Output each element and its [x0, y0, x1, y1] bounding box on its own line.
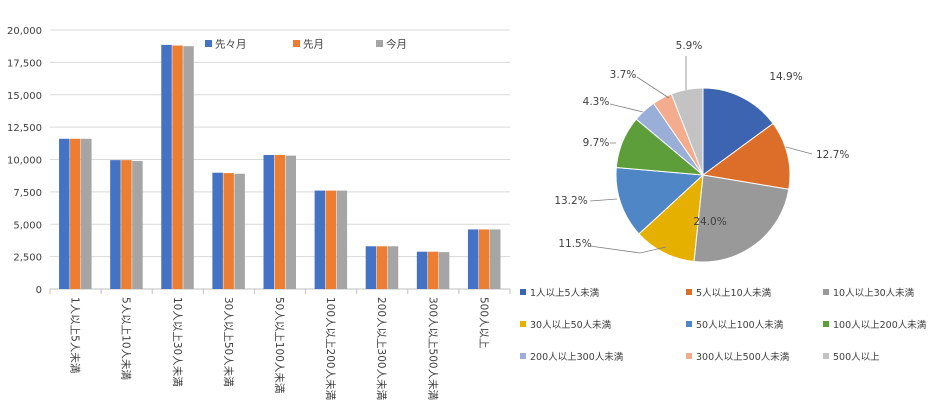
bar: [274, 154, 285, 289]
legend-label: 50人以上100人未満: [696, 319, 784, 331]
bar: [172, 45, 183, 289]
bar: [336, 190, 348, 289]
y-tick-label: 0: [36, 285, 42, 296]
bar: [121, 160, 132, 289]
legend-swatch: [823, 353, 829, 359]
y-tick-label: 15,000: [7, 91, 42, 102]
bar: [81, 138, 92, 289]
pie-slice: [638, 173, 704, 263]
legend-label: 200人以上300人未満: [530, 351, 624, 363]
y-tick-label: 2,500: [13, 253, 42, 264]
bar: [416, 251, 428, 289]
pie-data-label: 3.7%: [610, 69, 637, 81]
bar: [489, 229, 501, 289]
legend-label: 1人以上5人未満: [530, 287, 600, 299]
legend-swatch: [205, 40, 212, 47]
leader-line: [785, 146, 813, 155]
legend-label: 30人以上50人未満: [530, 319, 612, 331]
bar: [387, 246, 399, 289]
bar: [70, 138, 81, 289]
pie-slice: [670, 87, 704, 176]
pie-data-label: 4.3%: [583, 96, 610, 108]
bar: [325, 190, 337, 289]
pie-data-label: 9.7%: [583, 137, 610, 149]
legend-label: 先月: [303, 39, 324, 51]
x-category-label: 1人以上5人未満: [69, 297, 81, 374]
x-category-label: 200人以上300人未満: [375, 297, 387, 401]
legend-swatch: [823, 289, 829, 295]
legend-swatch: [520, 289, 526, 295]
pie-data-label: 14.9%: [769, 71, 802, 83]
bar: [365, 246, 377, 289]
pie-slice: [701, 122, 791, 190]
bar: [110, 160, 121, 289]
x-category-label: 30人以上50人未満: [222, 297, 234, 387]
x-category-label: 500人以上: [477, 297, 489, 349]
pie-data-label: 5.9%: [676, 40, 703, 52]
bar: [263, 154, 274, 289]
bar-chart: 0 2,500 5,000 7,500 10,000 12,500 15,000 17,500…: [7, 26, 511, 401]
bar: [376, 246, 388, 289]
pie-slice: [693, 174, 790, 263]
bar: [223, 173, 234, 289]
bar: [132, 161, 143, 289]
pie-slice: [702, 87, 774, 176]
leader-line: [589, 245, 667, 254]
bar: [161, 44, 172, 289]
bar: [212, 172, 223, 289]
leader-line: [589, 198, 618, 202]
legend-swatch: [686, 321, 692, 327]
legend-swatch: [293, 40, 300, 47]
y-tick-label: 7,500: [13, 188, 42, 199]
legend-swatch: [823, 321, 829, 327]
pie-data-label: 13.2%: [554, 195, 587, 207]
legend-swatch: [520, 321, 526, 327]
bar: [478, 229, 490, 289]
x-category-label: 50人以上100人未満: [273, 297, 285, 394]
y-tick-label: 20,000: [7, 26, 42, 37]
bar: [314, 190, 326, 289]
bar: [467, 229, 479, 289]
bar: [234, 173, 245, 289]
y-tick-label: 10,000: [7, 156, 42, 167]
bar: [285, 155, 296, 289]
bar: [183, 46, 194, 289]
bar: [438, 252, 450, 289]
legend-label: 今月: [386, 38, 407, 51]
x-category-label: 10人以上30人未満: [171, 297, 183, 387]
pie-data-label: 24.0%: [693, 216, 726, 228]
leader-line: [609, 103, 644, 113]
pie-slice: [615, 166, 705, 235]
leader-line: [636, 76, 670, 99]
pie-data-label: 11.5%: [558, 238, 591, 250]
legend-label: 先々月: [215, 39, 247, 51]
legend-swatch: [520, 353, 526, 359]
legend-label: 100人以上200人未満: [833, 319, 927, 331]
y-tick-label: 17,500: [7, 58, 42, 69]
legend-label: 300人以上500人未満: [696, 351, 790, 363]
pie-data-label: 12.7%: [816, 149, 849, 161]
x-category-label: 5人以上10人未満: [120, 297, 132, 381]
legend-swatch: [686, 289, 692, 295]
y-tick-label: 5,000: [13, 220, 42, 231]
y-tick-label: 12,500: [7, 123, 42, 134]
bar: [59, 138, 70, 289]
legend-label: 5人以上10人未満: [696, 287, 772, 299]
legend-label: 10人以上30人未満: [833, 287, 915, 299]
legend-swatch: [686, 353, 692, 359]
bar: [427, 251, 439, 289]
legend-label: 500人以上: [833, 352, 880, 363]
legend-swatch: [376, 40, 383, 47]
x-category-label: 100人以上200人未満: [324, 297, 336, 401]
x-category-label: 300人以上500人未満: [426, 297, 438, 401]
